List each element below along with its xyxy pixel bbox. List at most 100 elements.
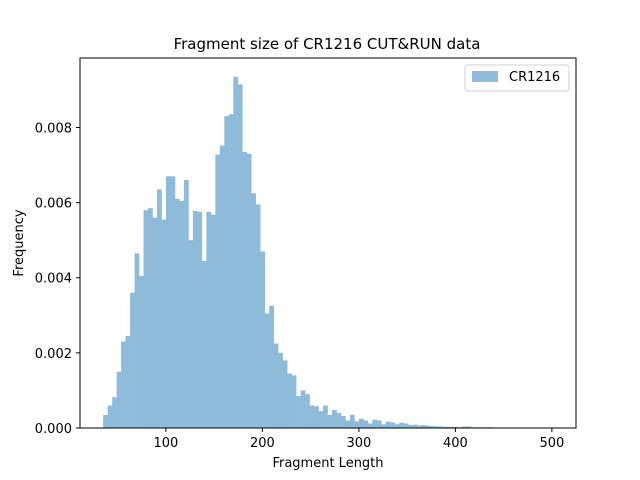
histogram-bar: [349, 414, 355, 428]
histogram-bar: [435, 426, 440, 428]
histogram-bar: [421, 424, 427, 428]
histogram-bar: [264, 313, 270, 428]
histogram-bar: [165, 176, 171, 428]
x-tick-label: 400: [443, 436, 468, 451]
histogram-bar: [107, 405, 113, 428]
histogram-bar: [125, 335, 131, 428]
y-tick-label: 0.000: [35, 422, 72, 437]
histogram-bar: [242, 151, 248, 428]
histogram-bar: [188, 240, 194, 428]
x-tick-label: 100: [153, 436, 178, 451]
histogram-bar: [143, 210, 149, 428]
histogram-bar: [116, 371, 122, 428]
histogram-bar: [255, 204, 261, 428]
histogram-bar: [170, 176, 176, 428]
histogram-bar: [323, 405, 328, 428]
legend-swatch: [472, 71, 498, 82]
histogram-bar: [103, 414, 108, 428]
x-tick-label: 500: [539, 436, 564, 451]
histogram-bar: [318, 411, 324, 428]
histogram-bar: [219, 145, 225, 429]
x-axis-label: Fragment Length: [272, 456, 383, 471]
histogram-bar: [305, 394, 310, 428]
histogram-bar: [201, 260, 207, 428]
histogram-bar: [161, 219, 167, 428]
histogram-bar: [403, 423, 409, 428]
histogram-bar: [246, 153, 252, 428]
histogram-bar: [269, 305, 274, 428]
histogram-bar: [192, 210, 198, 428]
histogram-bar: [327, 414, 333, 428]
histogram-bar: [444, 426, 449, 428]
histogram-bar: [148, 208, 153, 428]
histogram-bar: [233, 76, 239, 428]
histogram-bar: [130, 292, 135, 428]
y-tick-label: 0.006: [35, 197, 72, 212]
histogram-bar: [139, 275, 144, 428]
histogram-bar: [206, 212, 212, 428]
histogram-bar: [354, 421, 360, 428]
histogram-bar: [112, 397, 117, 428]
histogram-bar: [300, 390, 306, 428]
histogram-bar: [121, 341, 126, 428]
histogram-bar: [287, 373, 292, 428]
histogram-bar: [462, 426, 467, 428]
histogram-bar: [251, 193, 257, 428]
y-tick-label: 0.008: [35, 121, 72, 136]
histogram-bar: [152, 217, 158, 428]
histogram-bar: [448, 426, 454, 428]
histogram-bar: [412, 424, 418, 428]
histogram-bar: [336, 412, 342, 428]
histogram-bar: [408, 424, 414, 428]
histogram-bar: [363, 420, 369, 428]
histogram-bar: [453, 426, 458, 428]
histogram-bar: [358, 418, 364, 428]
histogram-bar: [345, 420, 351, 428]
histogram-bar: [282, 360, 288, 428]
histogram-bar: [134, 253, 140, 428]
y-axis-label: Frequency: [12, 209, 27, 276]
y-axis-ticks: 0.000 0.002 0.004 0.006 0.008: [35, 121, 80, 437]
histogram-bar: [390, 422, 396, 428]
y-tick-label: 0.002: [35, 347, 72, 362]
histogram-bar: [367, 423, 373, 428]
histogram-bar: [228, 114, 234, 428]
histogram-bar: [278, 352, 283, 428]
histogram-bar: [439, 426, 445, 428]
histogram-bar: [372, 419, 378, 428]
histogram-bar: [385, 421, 391, 428]
histogram-bar: [210, 214, 216, 428]
legend-label: CR1216: [509, 70, 560, 85]
y-tick-label: 0.004: [35, 272, 72, 287]
histogram-bar: [332, 409, 337, 428]
histogram-bar: [417, 425, 423, 428]
plot-frame: [79, 57, 577, 429]
x-tick-label: 200: [250, 436, 275, 451]
x-tick-label: 300: [346, 436, 371, 451]
histogram-bar: [296, 396, 301, 428]
histogram-bar: [291, 375, 297, 428]
histogram-bar: [309, 405, 315, 428]
histogram-bar: [466, 426, 472, 428]
histogram-bar: [273, 343, 279, 428]
histogram-bar: [179, 200, 185, 428]
histogram-bar: [224, 116, 230, 428]
histogram-bar: [157, 189, 162, 428]
histogram-bar: [197, 212, 203, 428]
histogram-bar: [237, 84, 243, 428]
histogram-bar: [174, 198, 180, 428]
histogram-bar: [260, 251, 265, 428]
histogram-bar: [314, 406, 319, 428]
x-axis-ticks: 100 200 300 400 500: [153, 428, 564, 451]
histogram-bar: [381, 424, 387, 428]
histogram-bar: [394, 424, 400, 428]
histogram-bars: [103, 76, 553, 429]
histogram-bar: [426, 425, 432, 428]
histogram-bar: [430, 426, 436, 428]
chart-title: Fragment size of CR1216 CUT&RUN data: [174, 35, 481, 53]
histogram-bar: [340, 415, 346, 428]
histogram-bar: [376, 420, 382, 428]
histogram-bar: [183, 180, 189, 428]
histogram-bar: [215, 154, 221, 428]
